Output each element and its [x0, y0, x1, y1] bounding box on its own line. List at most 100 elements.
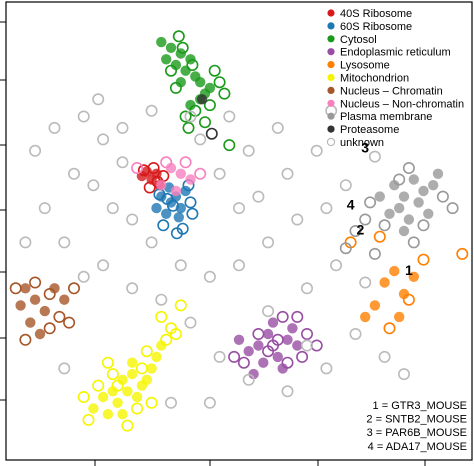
point-label-2: 2 — [357, 222, 365, 238]
point-label-4: 4 — [347, 197, 355, 213]
point-mitochondrion — [169, 327, 182, 340]
point-nucleus-chromatin — [49, 283, 60, 294]
point-nucleus-chromatin — [19, 333, 32, 346]
point-cytosol — [180, 65, 191, 76]
point-mitochondrion — [77, 390, 90, 403]
point-lysosome — [456, 247, 469, 260]
point-lysosome — [373, 230, 386, 243]
point-endoplasmic-reticulum — [277, 363, 288, 374]
point-unknown — [320, 362, 333, 375]
point-unknown — [262, 236, 275, 249]
legend-marker — [327, 112, 335, 120]
legend-label: Lysosome — [340, 60, 390, 72]
key-entry: 3 = PAR6B_MOUSE — [367, 427, 467, 439]
point-endoplasmic-reticulum — [233, 334, 245, 345]
point-cytosol — [204, 82, 216, 94]
point-unknown — [281, 385, 294, 398]
point-mitochondrion — [160, 333, 173, 346]
point-unknown — [281, 167, 294, 180]
point-endoplasmic-reticulum — [252, 327, 265, 340]
point-unknown — [233, 202, 246, 215]
point-lysosome — [402, 293, 415, 306]
legend-marker — [327, 125, 335, 133]
point-unknown — [97, 259, 110, 272]
point-mitochondrion — [101, 356, 114, 369]
point-endoplasmic-reticulum — [253, 340, 264, 351]
point-cytosol — [213, 76, 226, 89]
point-mitochondrion — [127, 357, 138, 368]
legend-marker — [327, 99, 335, 107]
point-60s-ribosome — [184, 196, 197, 209]
point-mitochondrion — [82, 413, 95, 426]
point-mitochondrion — [111, 379, 124, 392]
legend-marker — [327, 86, 335, 94]
point-unknown — [213, 350, 226, 363]
data-points — [9, 30, 469, 432]
point-mitochondrion — [156, 340, 167, 351]
point-nucleus-non-chromatin — [165, 162, 177, 174]
point-nucleus-chromatin — [53, 310, 66, 323]
point-mitochondrion — [102, 409, 114, 420]
point-unknown — [349, 327, 362, 340]
point-unknown — [320, 202, 333, 215]
point-60s-ribosome — [170, 227, 183, 240]
point-plasma-membrane — [378, 219, 391, 232]
point-cytosol — [170, 59, 182, 71]
point-plasma-membrane — [393, 173, 406, 186]
point-plasma-membrane — [364, 196, 377, 209]
point-unknown — [165, 396, 178, 409]
point-unknown — [223, 110, 236, 123]
point-unknown — [233, 259, 246, 272]
point-plasma-membrane — [446, 202, 459, 215]
point-lysosome — [379, 277, 390, 288]
point-plasma-membrane — [398, 225, 410, 237]
point-nucleus-non-chromatin — [175, 168, 186, 179]
point-unknown — [368, 150, 381, 163]
point-cytosol — [182, 121, 195, 134]
point-endoplasmic-reticulum — [262, 328, 274, 340]
point-mitochondrion — [117, 409, 128, 420]
legend-label: unknown — [340, 137, 384, 149]
key-entry: 1 = GTR3_MOUSE — [373, 400, 467, 412]
point-endoplasmic-reticulum — [300, 327, 313, 340]
point-unknown — [262, 305, 275, 318]
point-60s-ribosome — [180, 185, 191, 197]
point-label-3: 3 — [361, 139, 369, 155]
point-40s-ribosome — [137, 164, 150, 177]
point-endoplasmic-reticulum — [228, 350, 241, 363]
point-proteasome — [205, 127, 218, 140]
legend-label: 40S Ribosome — [340, 8, 412, 20]
point-mitochondrion — [106, 368, 119, 381]
point-unknown — [271, 121, 284, 134]
point-mitochondrion — [127, 368, 138, 380]
point-plasma-membrane — [418, 185, 429, 197]
point-cytosol — [195, 77, 206, 88]
legend-label: 60S Ribosome — [340, 21, 412, 33]
point-cytosol — [169, 81, 182, 94]
point-lysosome — [398, 288, 410, 300]
point-cytosol — [156, 36, 167, 48]
point-plasma-membrane — [417, 219, 430, 232]
point-plasma-membrane — [368, 247, 381, 260]
point-plasma-membrane — [359, 213, 372, 226]
point-unknown — [174, 259, 187, 272]
point-cytosol — [223, 139, 236, 152]
point-unknown — [106, 202, 119, 215]
point-unknown — [242, 373, 255, 386]
point-mitochondrion — [151, 351, 162, 363]
point-unknown — [300, 282, 313, 295]
point-endoplasmic-reticulum — [266, 339, 279, 352]
point-cytosol — [218, 87, 231, 100]
point-unknown — [29, 144, 42, 157]
point-cytosol — [165, 64, 178, 77]
point-endoplasmic-reticulum — [267, 317, 279, 328]
point-proteasome — [196, 94, 208, 105]
point-unknown — [58, 236, 71, 249]
point-cytosol — [165, 42, 177, 53]
point-cytosol — [186, 58, 199, 71]
point-unknown — [291, 213, 304, 226]
point-nucleus-non-chromatin — [156, 180, 167, 191]
point-mitochondrion — [135, 362, 148, 375]
point-unknown — [310, 144, 323, 157]
